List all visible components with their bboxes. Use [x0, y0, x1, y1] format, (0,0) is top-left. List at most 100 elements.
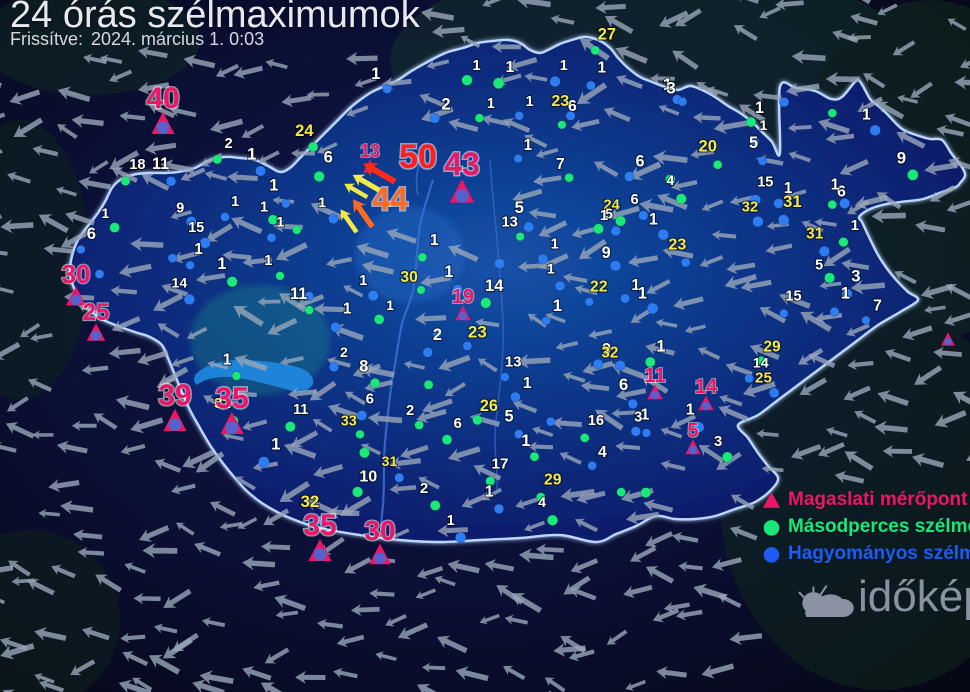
svg-text:25: 25: [83, 299, 110, 326]
svg-text:30: 30: [364, 515, 395, 546]
svg-text:14: 14: [695, 376, 718, 398]
svg-text:1: 1: [506, 59, 515, 76]
svg-text:1: 1: [862, 107, 871, 124]
svg-text:17: 17: [492, 456, 509, 473]
svg-text:39: 39: [158, 379, 191, 412]
svg-text:32: 32: [742, 200, 759, 216]
svg-text:50: 50: [399, 138, 437, 176]
svg-text:1: 1: [231, 194, 239, 210]
svg-text:1: 1: [271, 434, 280, 453]
svg-text:31: 31: [783, 192, 802, 211]
svg-text:1: 1: [547, 261, 555, 277]
svg-text:1: 1: [371, 65, 380, 83]
svg-text:1: 1: [638, 285, 647, 303]
svg-text:6: 6: [454, 415, 462, 432]
svg-text:11: 11: [293, 402, 308, 418]
svg-text:1: 1: [217, 255, 226, 273]
svg-text:1: 1: [260, 199, 268, 215]
svg-text:2: 2: [433, 326, 442, 344]
svg-text:10: 10: [359, 468, 377, 486]
svg-text:14: 14: [485, 276, 504, 295]
svg-text:4: 4: [598, 444, 607, 461]
svg-text:1: 1: [831, 177, 840, 194]
svg-text:25: 25: [755, 370, 772, 387]
svg-text:29: 29: [544, 472, 562, 489]
svg-text:5: 5: [749, 134, 758, 152]
svg-text:1: 1: [444, 263, 453, 281]
svg-text:9: 9: [176, 200, 184, 216]
svg-text:5: 5: [514, 198, 523, 217]
svg-text:2: 2: [224, 136, 232, 152]
svg-text:1: 1: [656, 338, 665, 356]
svg-text:8: 8: [359, 358, 368, 376]
svg-text:1: 1: [318, 194, 326, 210]
svg-text:1: 1: [487, 96, 495, 112]
svg-text:13: 13: [505, 353, 522, 370]
svg-text:35: 35: [215, 382, 248, 415]
svg-text:1: 1: [560, 58, 568, 74]
svg-text:5: 5: [687, 420, 698, 442]
svg-text:1: 1: [223, 351, 232, 368]
svg-text:15: 15: [188, 220, 204, 236]
svg-text:18: 18: [129, 157, 145, 173]
svg-text:1: 1: [686, 401, 695, 418]
svg-text:6: 6: [366, 391, 374, 408]
svg-text:23: 23: [468, 323, 487, 342]
svg-text:2: 2: [420, 480, 428, 497]
svg-text:33: 33: [341, 414, 357, 430]
svg-text:2: 2: [340, 345, 348, 361]
svg-text:1: 1: [521, 431, 530, 450]
svg-text:1: 1: [759, 118, 767, 134]
svg-text:23: 23: [551, 92, 569, 110]
svg-text:31: 31: [806, 225, 824, 242]
svg-text:11: 11: [290, 285, 307, 303]
svg-text:1: 1: [247, 144, 256, 163]
svg-text:31: 31: [382, 453, 398, 469]
svg-text:6: 6: [630, 192, 638, 208]
svg-text:16: 16: [588, 413, 604, 429]
svg-text:6: 6: [568, 98, 577, 115]
svg-text:15: 15: [785, 289, 801, 305]
svg-text:40: 40: [146, 82, 179, 115]
svg-text:6: 6: [619, 375, 628, 394]
svg-text:27: 27: [598, 26, 616, 44]
svg-text:2: 2: [406, 403, 414, 419]
svg-text:6: 6: [636, 153, 645, 171]
svg-text:5: 5: [504, 407, 513, 425]
svg-text:1: 1: [359, 273, 367, 289]
svg-text:15: 15: [757, 175, 773, 191]
svg-text:1: 1: [472, 57, 480, 74]
svg-text:1: 1: [551, 237, 559, 253]
svg-text:1: 1: [600, 208, 608, 224]
svg-text:4: 4: [666, 172, 674, 188]
svg-text:1: 1: [447, 513, 455, 529]
svg-text:5: 5: [815, 257, 823, 273]
svg-text:3: 3: [666, 78, 675, 97]
svg-text:6: 6: [324, 148, 333, 167]
svg-text:14: 14: [171, 274, 187, 290]
svg-text:1: 1: [851, 217, 859, 234]
svg-text:1: 1: [343, 301, 352, 318]
svg-text:1: 1: [649, 209, 658, 228]
svg-text:3: 3: [634, 409, 642, 425]
svg-text:1: 1: [430, 232, 439, 249]
svg-text:1: 1: [264, 253, 272, 269]
svg-text:29: 29: [763, 339, 781, 356]
svg-text:26: 26: [480, 397, 498, 415]
svg-text:1: 1: [269, 177, 278, 195]
svg-text:1: 1: [523, 374, 532, 392]
svg-text:24: 24: [295, 121, 314, 140]
svg-text:7: 7: [556, 156, 565, 173]
svg-text:1: 1: [755, 99, 764, 117]
svg-text:20: 20: [698, 136, 716, 155]
svg-text:1: 1: [276, 214, 284, 230]
svg-text:9: 9: [602, 244, 611, 262]
svg-text:1: 1: [194, 241, 203, 258]
svg-text:1: 1: [525, 94, 533, 110]
svg-text:1: 1: [841, 284, 850, 303]
svg-text:43: 43: [444, 146, 480, 182]
svg-text:32: 32: [601, 344, 618, 361]
svg-text:1: 1: [485, 483, 494, 500]
svg-text:11: 11: [152, 155, 169, 173]
svg-text:3: 3: [714, 433, 722, 450]
